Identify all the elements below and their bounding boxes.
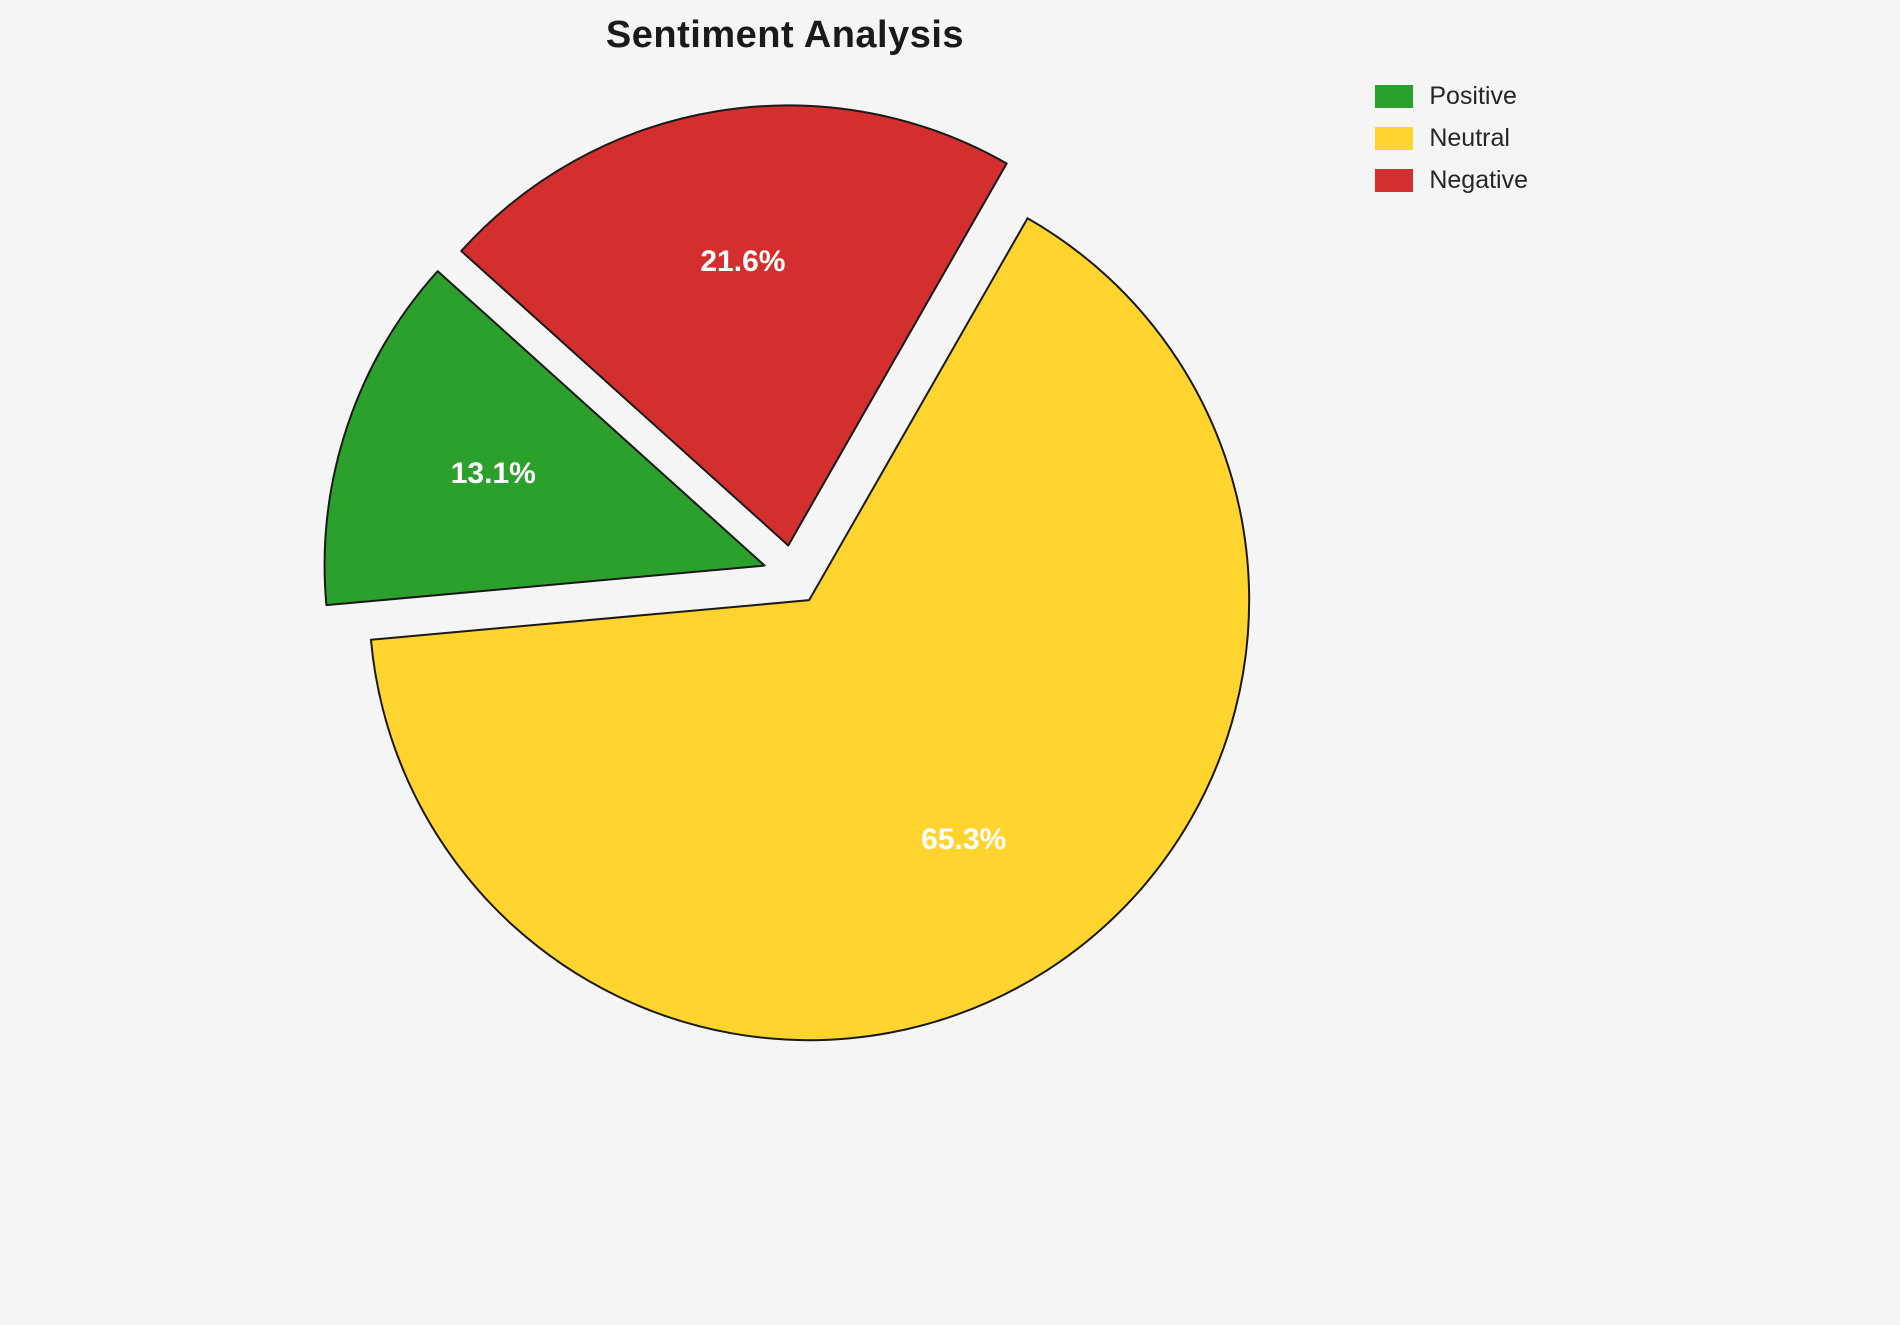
pie-slice-label-negative: 21.6%: [700, 245, 785, 278]
legend: Positive Neutral Negative: [1375, 82, 1528, 195]
pie-slice-negative: [460, 104, 1008, 547]
pie-slice-positive: [323, 270, 766, 607]
legend-item-positive: Positive: [1375, 82, 1528, 111]
chart-title: Sentiment Analysis: [605, 14, 965, 56]
pie-slice-label-neutral: 65.3%: [921, 823, 1006, 856]
legend-item-negative: Negative: [1375, 166, 1528, 195]
legend-label-positive: Positive: [1429, 82, 1517, 110]
legend-label-negative: Negative: [1429, 166, 1528, 194]
legend-swatch-positive: [1375, 85, 1414, 108]
pie-slice-neutral: [369, 217, 1251, 1042]
legend-label-neutral: Neutral: [1429, 124, 1510, 152]
legend-item-neutral: Neutral: [1375, 124, 1528, 153]
legend-swatch-neutral: [1375, 127, 1414, 150]
legend-swatch-negative: [1375, 169, 1414, 192]
pie-slice-label-positive: 13.1%: [451, 457, 536, 490]
